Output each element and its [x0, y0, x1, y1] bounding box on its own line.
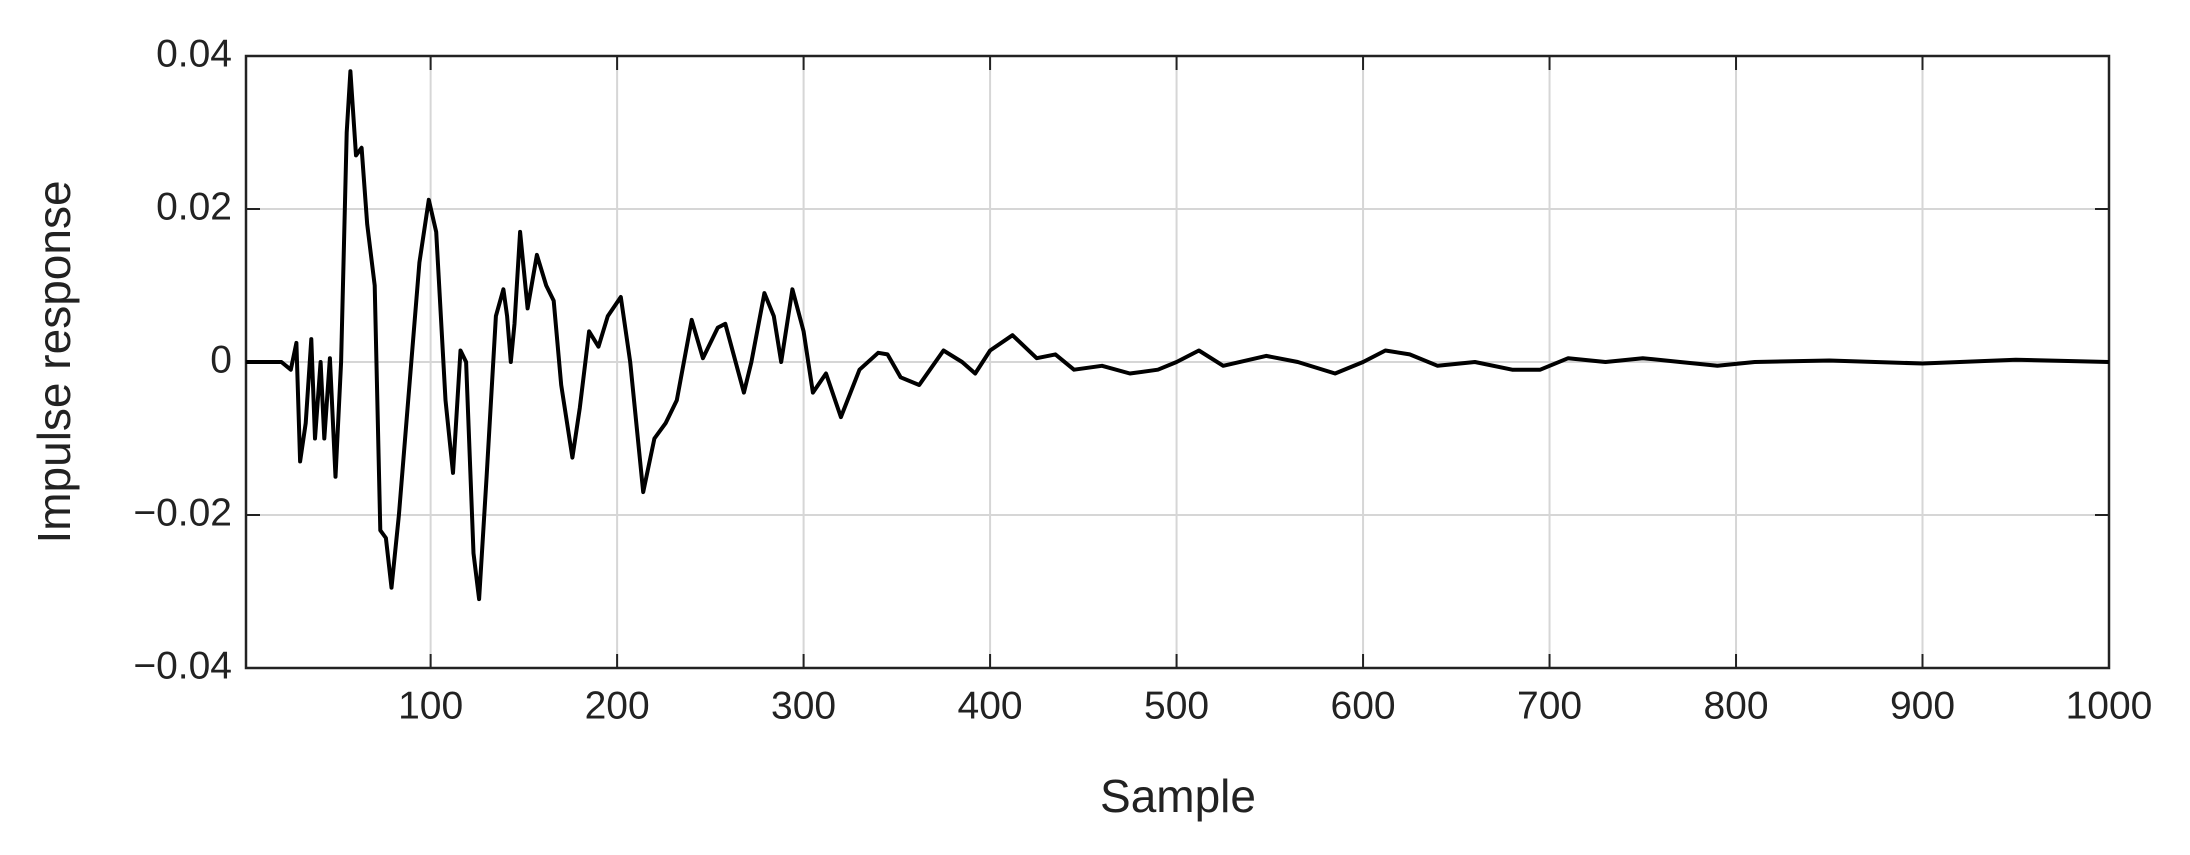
x-tick-label: 200: [585, 684, 650, 727]
x-tick-label: 600: [1331, 684, 1396, 727]
y-axis-label: Impulse response: [28, 180, 80, 543]
line-series: [246, 69, 2110, 602]
y-tick-label: 0.02: [156, 185, 232, 228]
x-tick-label: 700: [1517, 684, 1582, 727]
y-tick-label: 0: [210, 338, 232, 381]
x-axis-label: Sample: [1100, 770, 1256, 822]
x-tick-label: 100: [398, 684, 463, 727]
x-tick-label: 800: [1703, 684, 1768, 727]
x-tick-label: 1000: [2066, 684, 2153, 727]
x-tick-label: 500: [1144, 684, 1209, 727]
y-tick-label: −0.04: [133, 644, 232, 687]
x-tick-label: 900: [1890, 684, 1955, 727]
y-tick-label: −0.02: [133, 491, 232, 534]
x-tick-label: 400: [958, 684, 1023, 727]
x-tick-label: 300: [771, 684, 836, 727]
y-tick-label: 0.04: [156, 32, 232, 75]
